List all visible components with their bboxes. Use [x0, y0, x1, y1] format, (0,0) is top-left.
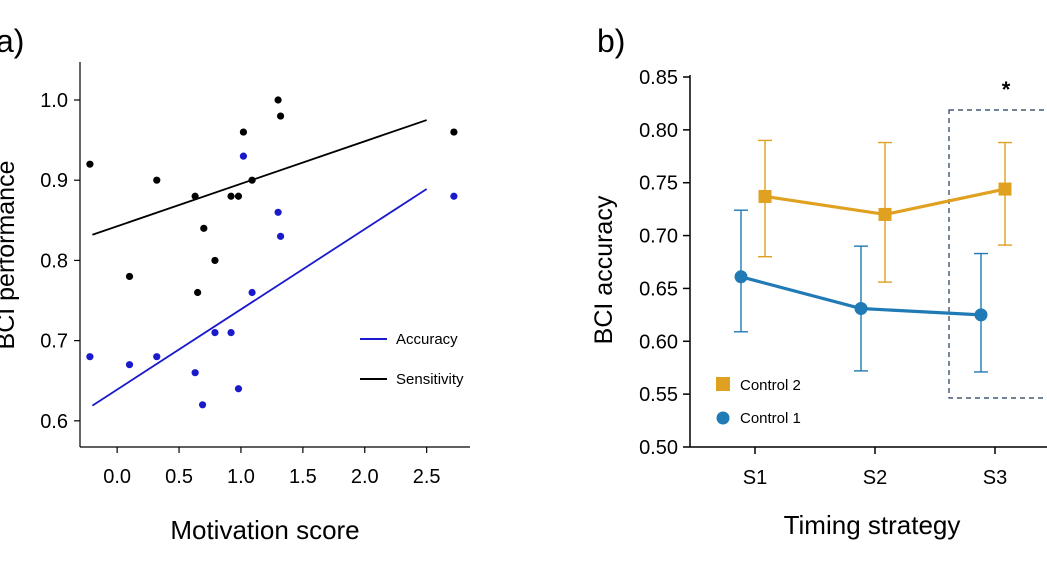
legend-marker-control-1	[716, 411, 730, 425]
data-point-accuracy	[191, 369, 199, 377]
legend-label-accuracy: Accuracy	[396, 331, 458, 348]
data-point-sensitivity	[211, 256, 219, 265]
panel-b-y-tick-label: 0.70	[639, 226, 678, 248]
legend-label-control-1: Control 1	[740, 410, 801, 427]
data-point-accuracy	[153, 353, 161, 361]
data-point-accuracy	[248, 288, 256, 297]
panel-a-y-ticks: 0.6 0.7 0.8 0.9 1.0	[40, 90, 80, 433]
significance-box	[948, 109, 1047, 399]
fit-line-accuracy	[91, 188, 428, 407]
data-point-accuracy	[211, 329, 219, 337]
data-point-control-1	[854, 302, 868, 316]
panel-a-y-tick-label: 1.0	[40, 90, 68, 112]
panel-a-legend: Accuracy Sensitivity	[360, 331, 464, 388]
data-point-sensitivity	[248, 176, 256, 184]
data-point-sensitivity	[234, 192, 243, 200]
panel-a-x-ticks: 0.0 0.5 1.0 1.5 2.0 2.5	[103, 447, 441, 488]
data-point-sensitivity	[239, 128, 248, 136]
panel-a-label: a)	[0, 23, 24, 59]
panel-b-y-axis-label: BCI accuracy	[590, 195, 618, 344]
data-point-sensitivity	[274, 96, 282, 104]
panel-b-x-tick-label: S3	[983, 467, 1007, 489]
panel-a-y-tick-label: 0.9	[40, 170, 68, 192]
panel-b-y-tick-label: 0.80	[639, 120, 678, 142]
panel-b-x-ticks: S1 S2 S3	[743, 447, 1007, 489]
panel-a-x-tick-label: 0.0	[103, 466, 131, 488]
panel-b-legend: Control 2 Control 1	[716, 377, 801, 427]
panel-b-y-tick-label: 0.85	[639, 67, 678, 89]
data-point-sensitivity	[86, 160, 94, 168]
data-point-sensitivity	[153, 176, 161, 184]
panel-b-y-ticks: 0.50 0.55 0.60 0.65 0.70 0.75 0.80 0.85	[639, 67, 690, 459]
data-point-sensitivity	[191, 192, 199, 200]
data-point-sensitivity	[227, 192, 235, 200]
data-point-accuracy	[227, 329, 235, 337]
panel-a-y-tick-label: 0.8	[40, 250, 68, 272]
panel-a-x-tick-label: 2.5	[413, 466, 441, 488]
data-point-accuracy	[450, 192, 458, 200]
panel-a-x-tick-label: 1.5	[289, 466, 317, 488]
data-point-control-2	[998, 182, 1012, 196]
panel-a: a) BCI performance Motivation score 0.60…	[0, 23, 470, 545]
data-point-control-1	[974, 308, 988, 322]
panel-a-points	[86, 96, 458, 409]
legend-marker-control-2	[716, 377, 730, 391]
data-point-sensitivity	[194, 288, 202, 297]
significance-marker: *	[1002, 77, 1011, 102]
data-point-control-2	[878, 207, 892, 221]
panel-b-y-tick-label: 0.55	[639, 384, 678, 406]
data-point-accuracy	[274, 208, 282, 216]
legend-label-sensitivity: Sensitivity	[396, 371, 464, 388]
legend-label-control-2: Control 2	[740, 377, 801, 394]
panel-b-x-tick-label: S2	[863, 467, 887, 489]
fit-line-sensitivity	[92, 119, 427, 236]
data-point-accuracy	[239, 152, 248, 160]
data-point-accuracy	[234, 385, 243, 393]
panel-b-x-tick-label: S1	[743, 467, 767, 489]
panel-a-x-axis-label: Motivation score	[170, 515, 359, 545]
panel-a-x-tick-label: 1.0	[227, 466, 255, 488]
data-point-sensitivity	[276, 112, 285, 120]
panel-b-y-tick-label: 0.50	[639, 437, 678, 459]
data-point-sensitivity	[125, 272, 134, 281]
panel-a-y-tick-label: 0.7	[40, 331, 68, 353]
data-point-sensitivity	[450, 128, 458, 136]
panel-b-x-axis-label: Timing strategy	[784, 510, 961, 540]
panel-b-y-tick-label: 0.65	[639, 278, 678, 300]
data-point-accuracy	[125, 361, 134, 369]
data-point-accuracy	[198, 401, 207, 409]
panel-a-x-tick-label: 2.0	[351, 466, 379, 488]
panel-b-y-tick-label: 0.75	[639, 173, 678, 195]
data-point-sensitivity	[200, 224, 208, 232]
panel-a-x-tick-label: 0.5	[165, 466, 193, 488]
panel-b-y-tick-label: 0.60	[639, 331, 678, 353]
data-point-accuracy	[276, 232, 285, 240]
panel-b-series	[734, 139, 1012, 373]
panel-a-y-axis-label: BCI performance	[0, 161, 20, 350]
data-point-control-1	[734, 270, 748, 284]
panel-a-fit-lines	[91, 119, 428, 407]
panel-b: b) BCI accuracy Timing strategy * 0.500.…	[590, 23, 1047, 540]
panel-a-y-tick-label: 0.6	[40, 411, 68, 433]
data-point-accuracy	[86, 353, 94, 361]
panel-b-label: b)	[597, 23, 625, 59]
data-point-control-2	[758, 189, 772, 203]
